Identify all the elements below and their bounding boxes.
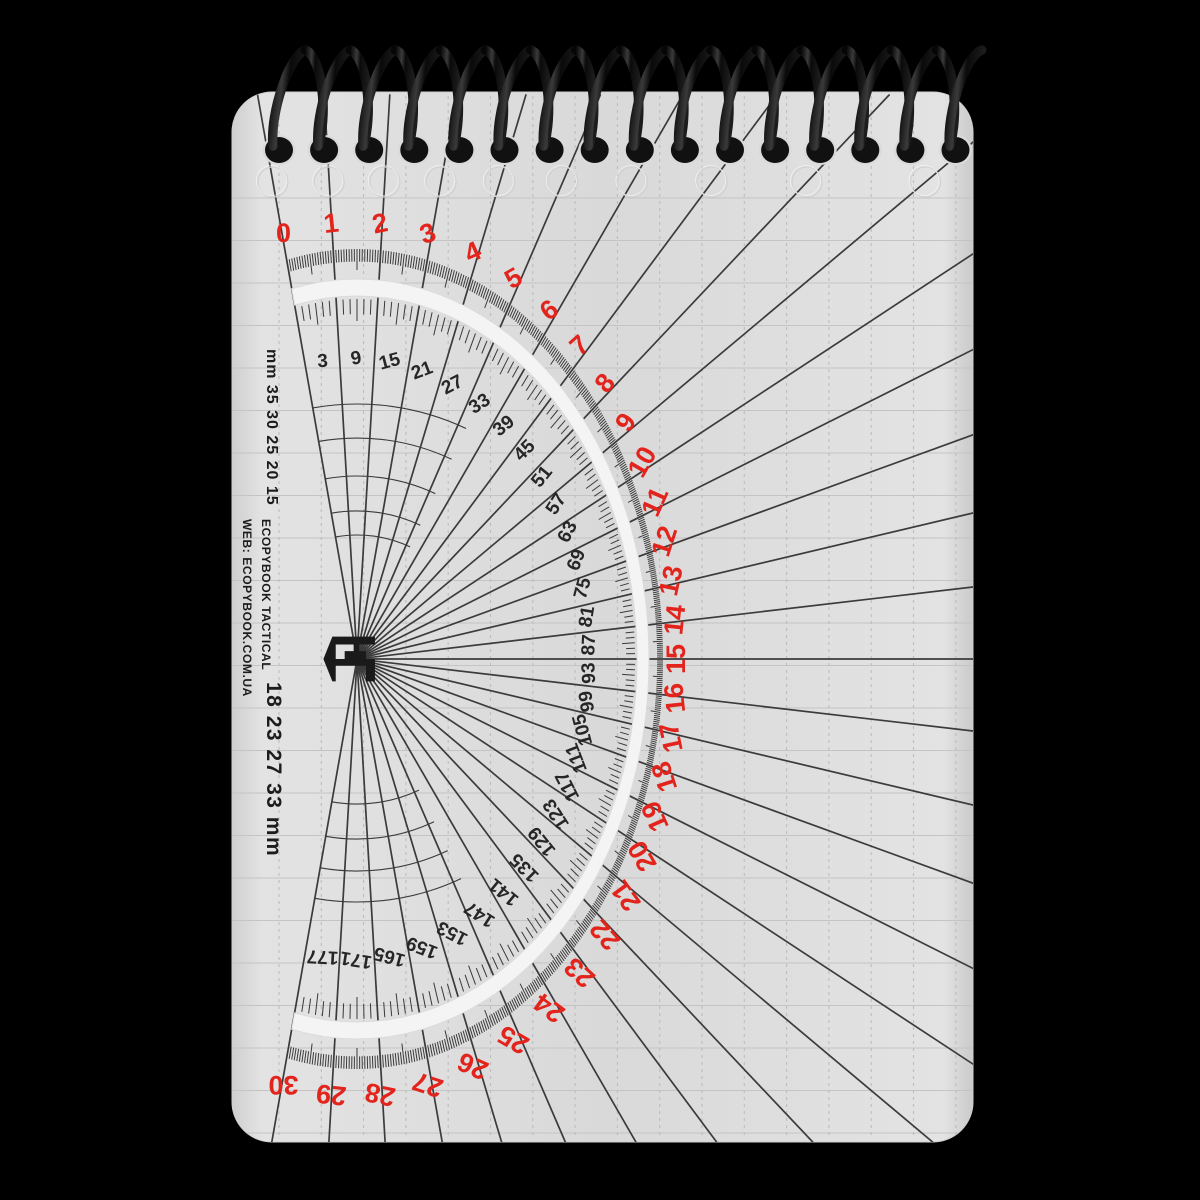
svg-text:14: 14: [658, 603, 691, 636]
svg-text:93: 93: [578, 662, 600, 684]
svg-text:16: 16: [658, 682, 691, 715]
svg-text:81: 81: [575, 604, 599, 629]
svg-text:3: 3: [317, 351, 329, 373]
svg-text:99: 99: [575, 689, 599, 713]
svg-text:ECOPYBOOK TACTICAL: ECOPYBOOK TACTICAL: [259, 519, 273, 670]
svg-text:13: 13: [653, 563, 689, 599]
svg-text:87: 87: [578, 634, 600, 656]
svg-text:17: 17: [653, 720, 689, 756]
svg-text:15: 15: [661, 644, 691, 674]
svg-text:18 23 27 33 mm: 18 23 27 33 mm: [262, 682, 285, 857]
svg-text:29: 29: [315, 1078, 348, 1111]
svg-text:mm 35 30 25 20 15: mm 35 30 25 20 15: [263, 349, 280, 506]
svg-text:28: 28: [362, 1077, 398, 1113]
svg-text:30: 30: [268, 1070, 298, 1100]
svg-text:0: 0: [276, 218, 291, 248]
svg-text:WEB: ECOPYBOOK.COM.UA: WEB: ECOPYBOOK.COM.UA: [240, 519, 254, 697]
svg-text:177: 177: [306, 945, 339, 968]
svg-text:1: 1: [322, 208, 340, 239]
